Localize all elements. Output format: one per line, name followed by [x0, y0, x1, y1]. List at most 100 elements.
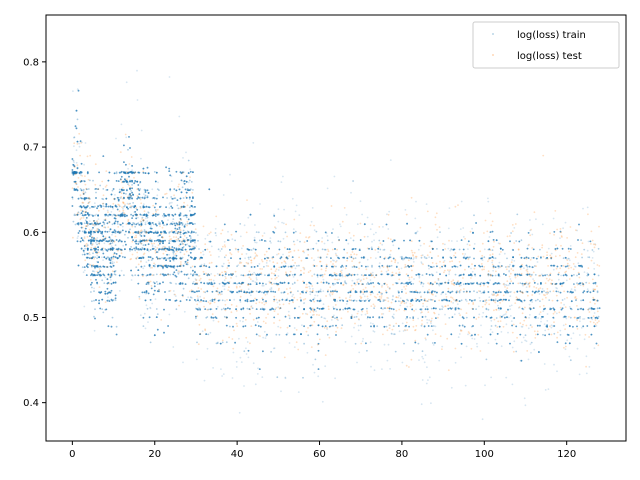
train-point — [204, 291, 207, 294]
train-point — [431, 342, 434, 344]
train-point — [394, 282, 397, 284]
train-point — [85, 252, 88, 255]
train-point — [142, 325, 145, 327]
train-point — [366, 283, 368, 285]
train-point — [181, 222, 184, 225]
train-point — [214, 232, 217, 234]
train-point — [188, 197, 191, 200]
train-point — [495, 282, 498, 285]
train-point — [483, 256, 486, 259]
train-point — [513, 264, 516, 267]
train-point — [149, 249, 152, 251]
train-point — [186, 222, 189, 225]
train-point — [169, 248, 172, 251]
train-point — [153, 197, 156, 200]
train-point — [194, 239, 196, 242]
train-point — [127, 148, 129, 151]
train-point — [151, 197, 154, 200]
train-point — [96, 230, 98, 233]
train-point — [104, 248, 107, 250]
train-point — [112, 299, 115, 301]
train-point — [139, 257, 142, 260]
train-point — [404, 257, 406, 259]
train-point — [182, 206, 185, 209]
train-point — [494, 257, 497, 260]
train-point — [328, 273, 331, 276]
train-point — [317, 290, 320, 293]
train-point — [89, 213, 91, 216]
train-point — [195, 231, 197, 234]
train-point — [182, 197, 185, 199]
train-point — [179, 251, 182, 254]
train-point — [144, 223, 147, 226]
train-point — [96, 243, 98, 246]
train-point — [254, 273, 257, 276]
train-point — [130, 206, 133, 209]
train-point — [315, 230, 318, 233]
train-point — [451, 290, 454, 293]
train-point — [330, 325, 332, 328]
train-point — [99, 275, 102, 278]
train-point — [587, 308, 590, 311]
train-point — [494, 324, 497, 327]
train-point — [250, 249, 253, 251]
train-point — [473, 282, 475, 284]
train-point — [345, 282, 348, 285]
train-point — [75, 171, 78, 174]
train-point — [189, 232, 192, 234]
train-point — [580, 239, 582, 242]
train-point — [299, 240, 301, 243]
train-point — [249, 256, 252, 258]
train-point — [152, 223, 155, 226]
train-point — [183, 180, 186, 182]
train-point — [94, 205, 96, 208]
train-point — [336, 281, 338, 284]
train-point — [158, 288, 160, 291]
train-point — [397, 300, 400, 303]
train-point — [127, 171, 129, 174]
train-point — [263, 307, 265, 310]
train-point — [538, 351, 540, 354]
train-point — [130, 179, 133, 182]
train-point — [216, 342, 219, 345]
train-point — [462, 274, 465, 276]
train-point — [139, 234, 142, 236]
train-point — [168, 290, 171, 292]
train-point — [390, 264, 393, 267]
train-point — [154, 223, 157, 225]
train-point — [75, 172, 78, 175]
train-point — [454, 299, 457, 302]
train-point — [454, 273, 457, 276]
train-point — [229, 290, 231, 293]
train-point — [530, 274, 533, 276]
train-point — [539, 248, 541, 251]
train-point — [182, 246, 185, 248]
train-point — [284, 299, 287, 302]
train-point — [471, 325, 473, 328]
train-point — [546, 273, 548, 276]
train-point — [77, 211, 80, 214]
train-point — [405, 265, 407, 268]
train-point — [73, 172, 76, 174]
train-point — [118, 214, 121, 217]
train-point — [282, 291, 285, 294]
train-point — [492, 265, 495, 267]
train-point — [129, 179, 131, 182]
train-point — [183, 240, 186, 242]
train-point — [74, 223, 77, 226]
train-point — [506, 257, 508, 260]
train-point — [148, 239, 151, 242]
train-point — [324, 248, 327, 251]
train-point — [587, 273, 590, 276]
train-point — [74, 171, 77, 173]
train-point — [241, 281, 244, 284]
train-point — [156, 188, 159, 191]
train-point — [82, 214, 85, 217]
train-point — [351, 266, 354, 268]
train-point — [195, 317, 197, 320]
train-point — [137, 231, 140, 234]
train-point — [383, 299, 386, 302]
train-point — [141, 230, 144, 233]
train-point — [360, 299, 363, 302]
train-point — [84, 214, 87, 216]
